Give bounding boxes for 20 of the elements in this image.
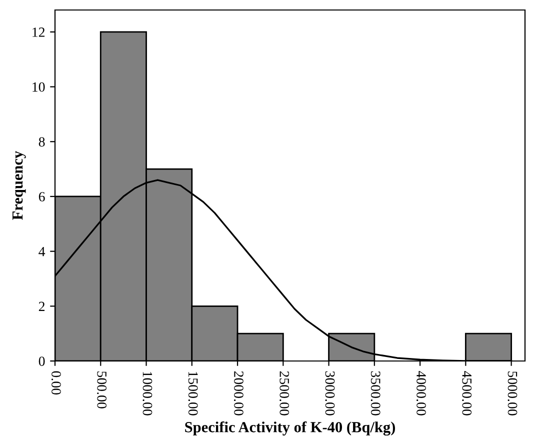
y-tick-label: 10 [32, 82, 45, 92]
x-tick-label: 0.00 [51, 371, 61, 394]
x-tick-label: 1500.00 [188, 372, 198, 416]
x-tick-label: 1000.00 [142, 372, 152, 416]
x-axis-title: Specific Activity of K-40 (Bq/kg) [185, 421, 395, 436]
x-tick-label: 2000.00 [234, 371, 244, 416]
x-tick-label: 500.00 [97, 372, 107, 408]
y-tick-label: 8 [38, 137, 45, 147]
y-tick-label: 6 [38, 192, 45, 202]
y-tick-label: 4 [38, 246, 46, 256]
y-axis-title: Frequency [12, 150, 26, 220]
x-tick-label: 5000.00 [508, 372, 518, 416]
y-tick-label: 0 [38, 356, 45, 366]
x-tick-label: 4500.00 [462, 370, 472, 416]
x-tick-label: 3000.00 [325, 371, 335, 416]
x-tick-label: 4000.00 [416, 370, 426, 416]
x-tick-label: 3500.00 [370, 371, 380, 416]
y-tick-label: 12 [32, 28, 45, 37]
x-tick-label: 2500.00 [280, 371, 290, 416]
y-tick-label: 2 [38, 302, 45, 311]
